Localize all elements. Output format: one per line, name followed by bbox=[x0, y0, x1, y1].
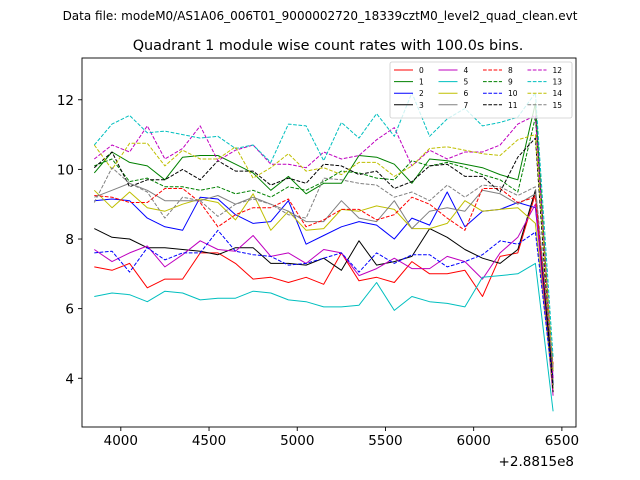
series-14-line bbox=[93, 134, 554, 372]
series-1-line bbox=[93, 102, 554, 386]
legend-label-9: 9 bbox=[508, 78, 513, 87]
legend-label-5: 5 bbox=[464, 78, 469, 87]
series-15-line bbox=[93, 167, 554, 368]
series-3-line bbox=[94, 189, 554, 386]
series-6-line bbox=[93, 189, 554, 389]
series-layer bbox=[93, 92, 554, 412]
legend-label-1: 1 bbox=[419, 78, 424, 87]
series-10-line bbox=[94, 229, 554, 386]
series-8-line bbox=[94, 188, 554, 365]
y-tick-label: 6 bbox=[65, 302, 74, 318]
series-11-line bbox=[93, 137, 554, 393]
series-5-line bbox=[94, 262, 554, 412]
legend-label-4: 4 bbox=[464, 66, 469, 75]
x-tick-label: 5500 bbox=[368, 433, 402, 449]
y-tick-label: 12 bbox=[57, 93, 74, 109]
x-tick-label: 6000 bbox=[456, 433, 490, 449]
y-tick-label: 8 bbox=[65, 232, 74, 248]
series-13-line bbox=[93, 92, 554, 358]
y-axis-ticks: 4 6 8 10 12 bbox=[57, 93, 82, 387]
x-tick-label: 6500 bbox=[545, 433, 579, 449]
file-caption: Data file: modeM0/AS1A06_006T01_90000027… bbox=[63, 9, 578, 23]
legend-label-15: 15 bbox=[553, 101, 563, 110]
x-tick-label: 5000 bbox=[280, 433, 314, 449]
legend-label-11: 11 bbox=[508, 101, 518, 110]
legend-label-12: 12 bbox=[553, 66, 563, 75]
legend-label-8: 8 bbox=[508, 66, 513, 75]
legend-label-3: 3 bbox=[419, 101, 424, 110]
y-tick-label: 10 bbox=[57, 162, 74, 178]
x-offset-label: +2.8815e8 bbox=[499, 454, 574, 470]
legend-box bbox=[389, 61, 573, 119]
legend-label-6: 6 bbox=[464, 89, 469, 98]
x-tick-label: 4500 bbox=[192, 433, 226, 449]
legend-label-0: 0 bbox=[419, 66, 424, 75]
series-7-line bbox=[94, 182, 554, 368]
x-axis-ticks: 4000 4500 5000 5500 6000 6500 bbox=[104, 427, 579, 449]
x-tick-label: 4000 bbox=[104, 433, 138, 449]
y-tick-label: 4 bbox=[65, 371, 74, 387]
legend-label-10: 10 bbox=[508, 89, 518, 98]
legend-label-13: 13 bbox=[553, 78, 563, 87]
series-12-line bbox=[93, 114, 554, 379]
axes-frame bbox=[81, 57, 577, 428]
series-2-line bbox=[94, 191, 554, 379]
series-9-line bbox=[94, 116, 554, 372]
legend-label-2: 2 bbox=[419, 89, 424, 98]
chart-title: Quadrant 1 module wise count rates with … bbox=[133, 38, 524, 54]
series-4-line bbox=[94, 203, 554, 396]
legend-label-7: 7 bbox=[464, 101, 469, 110]
legend-label-14: 14 bbox=[553, 89, 563, 98]
